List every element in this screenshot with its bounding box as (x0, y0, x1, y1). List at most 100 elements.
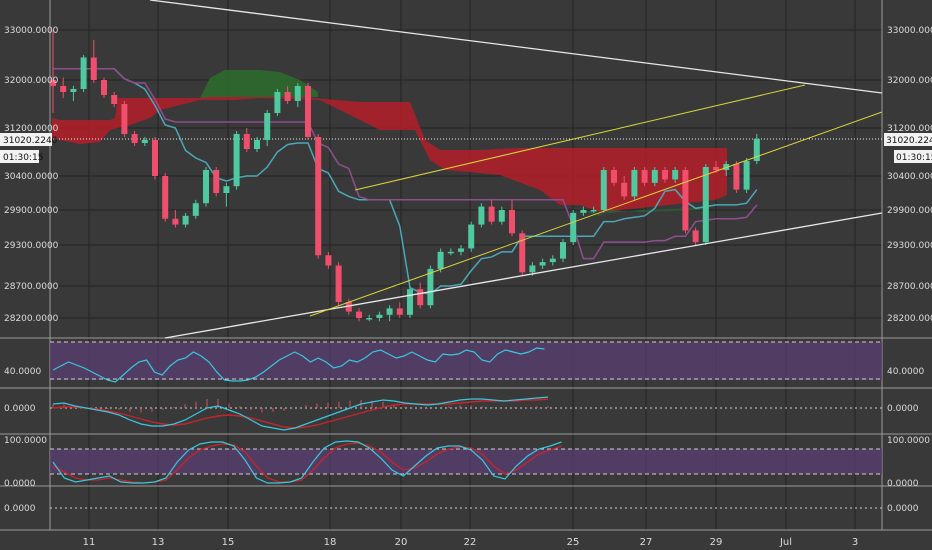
candle-body (264, 113, 271, 140)
x-tick-label: Jul (779, 537, 792, 548)
x-tick-label: 11 (83, 537, 96, 548)
candle-body (376, 314, 383, 318)
candle-body (274, 92, 281, 113)
candle-body (427, 268, 434, 306)
x-tick-label: 29 (710, 537, 723, 548)
tenkan-line (53, 68, 758, 295)
candle-body (519, 233, 526, 273)
candle-body (651, 170, 658, 183)
stoch-k-line (52, 440, 562, 484)
x-tick-label: 15 (222, 537, 235, 548)
candle-body (162, 176, 169, 219)
candle-body (468, 224, 475, 249)
candle-body (631, 170, 638, 197)
price-tick-right: 30400.0000 (887, 172, 932, 182)
osc-tick-left: 40.0000 (4, 367, 41, 377)
candle-body (70, 89, 77, 92)
price-tick-left: 31200.0000 (4, 124, 59, 134)
price-tick-right: 29300.0000 (887, 241, 932, 251)
x-tick-label: 18 (324, 537, 337, 548)
trend-line-yellow-1 (354, 84, 806, 191)
macd-line (52, 396, 549, 431)
candle-body (192, 203, 199, 216)
macd-signal-line (52, 398, 549, 429)
candle-body (345, 302, 352, 312)
price-tick-right: 29900.0000 (887, 206, 932, 216)
candle-body (305, 86, 311, 137)
candle-body (223, 186, 230, 193)
candle-body (90, 57, 97, 80)
ichimoku-cloud (52, 70, 727, 216)
candle-body (141, 140, 148, 143)
candle-body (600, 170, 607, 210)
price-tick-right: 33000.0000 (887, 26, 932, 36)
candle-body (733, 164, 740, 190)
price-tick-right: 28200.0000 (887, 314, 932, 324)
x-tick-label: 25 (567, 537, 580, 548)
candle-body (539, 262, 546, 266)
oscillator-panes (50, 341, 882, 509)
candle-body (692, 230, 699, 243)
kijun-line (53, 68, 758, 260)
osc-tick-left: 0.0000 (4, 479, 36, 489)
candle-body (50, 80, 56, 86)
osc-tick-right: 0.0000 (887, 504, 919, 514)
candle-body (60, 86, 67, 92)
price-tag-left: 31020.2240 01:30:15 (0, 133, 58, 163)
stoch-band (50, 449, 882, 474)
trend-line-upper-white (149, 0, 883, 94)
candle-body (254, 140, 260, 149)
candle-body (396, 308, 403, 315)
osc-tick-left: 100.0000 (4, 436, 47, 446)
price-tick-right: 31200.0000 (887, 124, 932, 134)
candle-body (570, 212, 577, 243)
candle-body (437, 251, 444, 269)
candle-body (447, 251, 454, 254)
candle-body (458, 248, 464, 252)
candle-body (662, 170, 668, 180)
candle-body (417, 289, 424, 306)
price-tick-right: 32000.0000 (887, 76, 932, 86)
candle-body (101, 80, 107, 95)
candle-body (203, 170, 209, 204)
candle-body (131, 134, 138, 143)
candle-body (672, 170, 679, 180)
candle-body (580, 210, 587, 213)
trend-line-yellow-2 (309, 111, 883, 317)
candle-body (682, 170, 689, 231)
candle-body (284, 92, 291, 101)
osc-tick-left: 0.0000 (4, 404, 36, 414)
candle-body (549, 258, 556, 263)
svg-text:31020.2240: 31020.2240 (3, 136, 58, 146)
candle-body (213, 170, 220, 193)
price-tick-left: 28200.0000 (4, 314, 59, 324)
candle-body (478, 206, 485, 225)
price-tick-left: 32000.0000 (4, 76, 59, 86)
candle-body (743, 161, 750, 190)
price-tick-right: 28700.0000 (887, 282, 932, 292)
svg-text:01:30:15: 01:30:15 (3, 153, 43, 163)
candle-body (713, 167, 719, 170)
candle-body (233, 134, 240, 187)
axes: 33000.0000 33000.0000 32000.0000 32000.0000… (4, 26, 932, 548)
candle-body (121, 104, 128, 134)
candle-body (529, 265, 536, 273)
candle-body (294, 86, 301, 101)
osc-tick-right: 40.0000 (887, 367, 924, 377)
candle-body (407, 289, 413, 315)
x-tick-label: 20 (395, 537, 408, 548)
candle-body (702, 167, 709, 243)
cloud-bullish (200, 70, 318, 98)
rsi-line (52, 347, 545, 383)
candle-body (152, 140, 158, 176)
candle-body (243, 134, 250, 149)
rsi-band (50, 342, 882, 380)
candle-body (753, 138, 760, 161)
candle-body (182, 215, 189, 225)
trend-line-lower-white (164, 212, 883, 339)
price-tick-left: 29900.0000 (4, 206, 59, 216)
osc-tick-right: 0.0000 (887, 404, 919, 414)
x-tick-label: 27 (640, 537, 653, 548)
osc-tick-left: 0.0000 (4, 504, 36, 514)
